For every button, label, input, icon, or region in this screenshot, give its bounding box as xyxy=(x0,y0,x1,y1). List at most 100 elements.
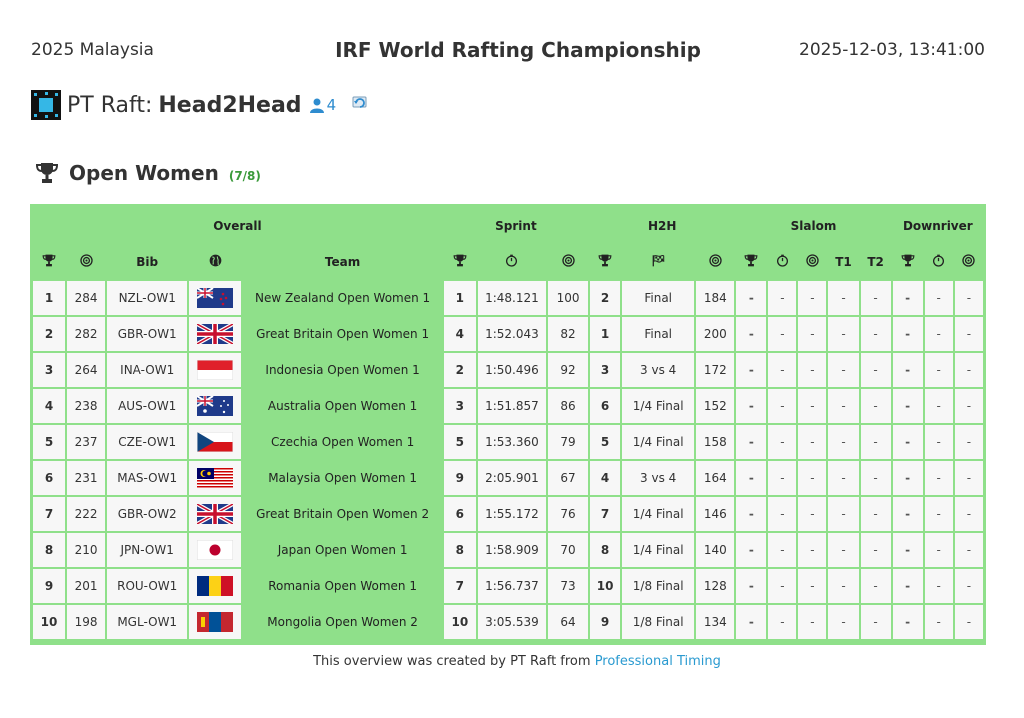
h2h-points: 128 xyxy=(696,569,735,603)
downriver-time: - xyxy=(924,353,953,387)
slalom-rank: - xyxy=(736,605,767,639)
overall-rank: 1 xyxy=(33,281,66,315)
h2h-points: 164 xyxy=(696,461,735,495)
overall-points: 238 xyxy=(67,389,106,423)
h2h-round: 1/8 Final xyxy=(622,569,695,603)
overall-rank: 9 xyxy=(33,569,66,603)
downriver-time: - xyxy=(924,317,953,351)
sprint-rank: 2 xyxy=(443,353,476,387)
app-name: PT Raft: xyxy=(67,92,153,118)
slalom-t2: - xyxy=(860,281,891,315)
slalom-points: - xyxy=(798,317,827,351)
footer: This overview was created by PT Raft fro… xyxy=(0,654,1024,669)
slalom-t1: - xyxy=(828,569,859,603)
h2h-rank: 9 xyxy=(590,605,621,639)
nation-flag-cell xyxy=(189,353,242,387)
trophy-icon xyxy=(598,254,612,267)
downriver-rank: - xyxy=(892,605,923,639)
slalom-points: - xyxy=(798,281,827,315)
slalom-t1: - xyxy=(828,353,859,387)
slalom-rank: - xyxy=(736,353,767,387)
category-header: Open Women (7/8) xyxy=(35,161,261,185)
sprint-time: 3:05.539 xyxy=(477,605,546,639)
h2h-rank: 2 xyxy=(590,281,621,315)
sprint-rank: 7 xyxy=(443,569,476,603)
flag-jpn xyxy=(197,540,234,560)
trophy-icon xyxy=(744,254,758,267)
slalom-rank: - xyxy=(736,389,767,423)
flag-mas xyxy=(197,468,234,488)
target-icon xyxy=(562,254,575,267)
slalom-time: - xyxy=(768,461,797,495)
sprint-rank: 8 xyxy=(443,533,476,567)
slalom-t2: - xyxy=(860,389,891,423)
user-count[interactable]: 4 xyxy=(309,96,336,114)
sprint-rank: 5 xyxy=(443,425,476,459)
group-h2h: H2H xyxy=(590,208,735,243)
slalom-t1: - xyxy=(828,461,859,495)
sprint-points: 82 xyxy=(547,317,589,351)
bib-number: INA-OW1 xyxy=(107,353,188,387)
sprint-points: 79 xyxy=(547,425,589,459)
sprint-points: 92 xyxy=(547,353,589,387)
event-datetime: 2025-12-03, 13:41:00 xyxy=(799,40,985,60)
trophy-icon xyxy=(42,254,56,267)
overall-rank: 7 xyxy=(33,497,66,531)
sprint-rank: 4 xyxy=(443,317,476,351)
nation-flag-cell xyxy=(189,425,242,459)
nation-flag-cell xyxy=(189,461,242,495)
nation-flag-cell xyxy=(189,389,242,423)
col-slalom-t2: T2 xyxy=(860,245,891,279)
h2h-points: 140 xyxy=(696,533,735,567)
h2h-round: 3 vs 4 xyxy=(622,461,695,495)
h2h-points: 134 xyxy=(696,605,735,639)
results-table: Overall Sprint H2H Slalom Downriver Bib … xyxy=(31,206,985,641)
slalom-t2: - xyxy=(860,425,891,459)
sprint-time: 1:52.043 xyxy=(477,317,546,351)
col-bib: Bib xyxy=(107,245,188,279)
professional-timing-link[interactable]: Professional Timing xyxy=(594,654,721,669)
downriver-rank: - xyxy=(892,281,923,315)
bib-number: CZE-OW1 xyxy=(107,425,188,459)
slalom-points: - xyxy=(798,569,827,603)
sprint-time: 2:05.901 xyxy=(477,461,546,495)
slalom-time: - xyxy=(768,605,797,639)
stopwatch-icon xyxy=(932,254,945,267)
overall-points: 201 xyxy=(67,569,106,603)
downriver-points: - xyxy=(954,317,983,351)
col-h2h-round xyxy=(622,245,695,279)
downriver-rank: - xyxy=(892,461,923,495)
slalom-t2: - xyxy=(860,569,891,603)
slalom-t1: - xyxy=(828,281,859,315)
downriver-rank: - xyxy=(892,533,923,567)
target-icon xyxy=(80,254,93,267)
downriver-time: - xyxy=(924,461,953,495)
slalom-rank: - xyxy=(736,317,767,351)
h2h-rank: 6 xyxy=(590,389,621,423)
col-slalom-time xyxy=(768,245,797,279)
trophy-icon xyxy=(453,254,467,267)
col-sprint-rank xyxy=(443,245,476,279)
bib-number: AUS-OW1 xyxy=(107,389,188,423)
h2h-round: 1/4 Final xyxy=(622,425,695,459)
event-location: 2025 Malaysia xyxy=(31,40,154,60)
h2h-points: 152 xyxy=(696,389,735,423)
target-icon xyxy=(709,254,722,267)
bib-number: NZL-OW1 xyxy=(107,281,188,315)
nation-flag-cell xyxy=(189,317,242,351)
table-row: 4 238 AUS-OW1 Australia Open Women 1 3 1:51.8… xyxy=(33,389,983,423)
category-progress: (7/8) xyxy=(228,169,261,183)
overall-points: 222 xyxy=(67,497,106,531)
col-downriver-points xyxy=(954,245,983,279)
downriver-points: - xyxy=(954,353,983,387)
downriver-points: - xyxy=(954,497,983,531)
checkered-flag-icon xyxy=(651,254,666,267)
h2h-points: 184 xyxy=(696,281,735,315)
slalom-points: - xyxy=(798,605,827,639)
team-name: Malaysia Open Women 1 xyxy=(243,461,442,495)
h2h-rank: 3 xyxy=(590,353,621,387)
refresh-button[interactable] xyxy=(350,94,370,116)
nation-flag-cell xyxy=(189,281,242,315)
slalom-t2: - xyxy=(860,497,891,531)
h2h-points: 200 xyxy=(696,317,735,351)
